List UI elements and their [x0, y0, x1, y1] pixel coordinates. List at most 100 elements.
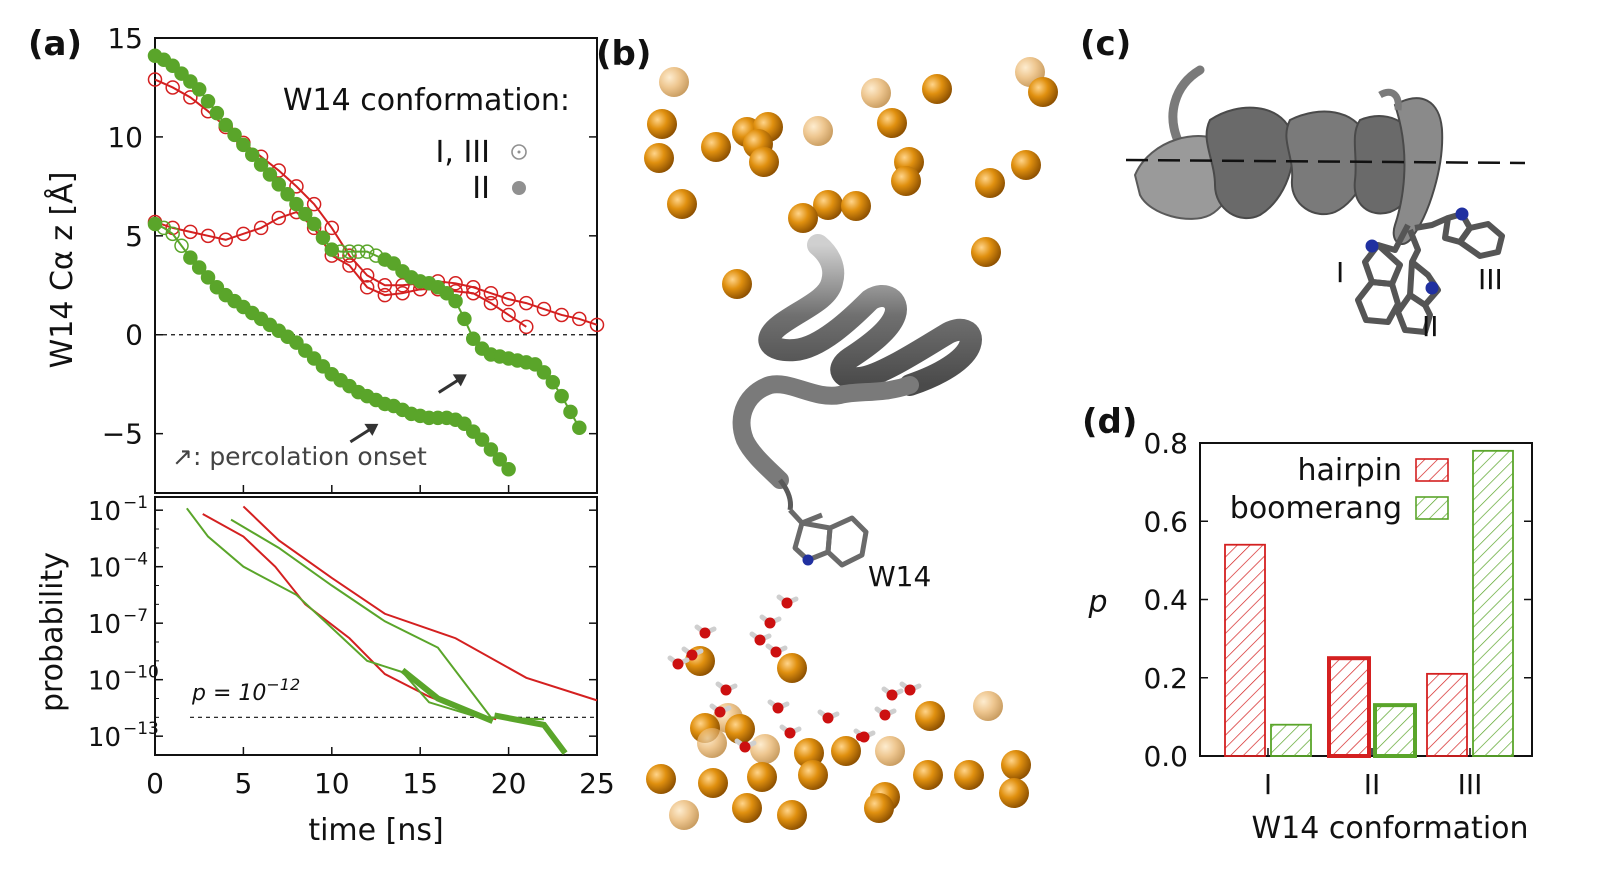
data-point-red-2	[200, 228, 216, 244]
panel-a-ylabel: W14 Cα z [Å]	[44, 172, 80, 369]
data-point-red-2	[519, 319, 534, 335]
data-point-green-2	[147, 216, 163, 232]
data-point-green-1	[191, 82, 207, 97]
bar-boomerang-III	[1472, 449, 1514, 757]
data-point-red-2	[359, 280, 375, 295]
panel-a-bottom-ylabel: probability	[35, 552, 70, 712]
data-point-red-2	[483, 295, 499, 311]
water-oxygen	[822, 712, 834, 724]
data-point-green-1	[280, 187, 295, 202]
ytick-exponent: −10	[123, 663, 159, 683]
data-point-red-1	[324, 220, 340, 236]
data-point-green-1	[298, 206, 313, 222]
data-point-green-2	[298, 343, 313, 358]
water-oxygen	[754, 634, 766, 646]
data-point-red-2	[218, 232, 233, 248]
ion-sphere	[1001, 750, 1031, 780]
ytick-label: 15	[107, 22, 143, 55]
ion-sphere	[659, 67, 689, 97]
ytick-label: 10	[88, 610, 121, 640]
data-point-green-2	[174, 238, 189, 253]
data-point-green-2	[165, 226, 180, 242]
water-molecules	[667, 594, 922, 753]
membrane-axis-line	[1125, 158, 1526, 165]
ion-sphere	[697, 728, 727, 758]
data-point-red-1	[448, 276, 463, 291]
legend-boomerang-swatch	[1415, 496, 1449, 520]
ion-sphere	[701, 132, 731, 162]
xtick-label: 25	[579, 767, 615, 800]
ytick-label: 0	[125, 319, 143, 352]
legend-open-label: I, III	[436, 135, 490, 170]
panel-d-axes: 0.00.20.40.60.8I II III	[1143, 427, 1532, 801]
data-point-green-1	[536, 365, 552, 380]
ytick-exponent: −4	[123, 550, 148, 570]
data-point-green-1	[448, 293, 463, 309]
data-point-green-1	[262, 167, 278, 182]
bar-hairpin-I	[1224, 543, 1266, 757]
data-point-green-1	[165, 58, 180, 73]
xtick-label: 0	[146, 767, 164, 800]
ion-sphere	[646, 764, 676, 794]
ion-sphere	[749, 147, 779, 177]
nitrogen-atom-I	[1365, 239, 1379, 253]
ion-sphere	[725, 714, 755, 744]
data-point-red-1	[519, 295, 534, 311]
legend-open-marker-dot	[517, 150, 521, 154]
sidechain-I	[1355, 223, 1411, 325]
panel-d-bars	[1224, 449, 1514, 759]
legend-title: W14 conformation:	[283, 83, 570, 118]
ion-sphere	[891, 166, 921, 196]
bar-hairpin-II	[1327, 656, 1371, 758]
w14-label: W14	[868, 560, 931, 593]
ytick-exponent: −1	[123, 493, 148, 513]
panel-d-xlabel: W14 conformation	[1251, 811, 1528, 846]
water-oxygen	[686, 649, 698, 661]
panel-a-top-axes: −5 0 5 10 15	[102, 22, 598, 493]
water-oxygen	[904, 684, 916, 696]
panel-b-molecular-scene: W14	[644, 57, 1058, 830]
data-point-green-1	[572, 420, 587, 435]
data-point-green-2	[474, 432, 490, 447]
ion-sphere	[647, 109, 677, 139]
data-point-red-1	[589, 317, 605, 333]
data-point-green-1	[218, 117, 233, 133]
panel-label-a: (a)	[28, 24, 83, 64]
data-point-red-2	[183, 224, 198, 240]
legend-filled-marker	[512, 181, 526, 195]
ion-sphere	[777, 653, 807, 683]
series-line-red-2	[154, 210, 527, 328]
water-oxygen	[879, 709, 891, 721]
data-point-green-1	[227, 127, 242, 143]
ion-sphere	[788, 203, 818, 233]
conf-label-III: III	[1478, 263, 1503, 296]
sidechain-III	[1414, 207, 1505, 259]
xtick-label: II	[1364, 768, 1381, 801]
water-oxygen	[772, 702, 784, 714]
data-point-red-2	[236, 226, 251, 242]
data-point-red-1	[554, 307, 569, 323]
data-point-red-1	[377, 278, 393, 293]
ion-sphere	[644, 143, 674, 173]
data-point-green-2	[209, 280, 225, 295]
ion-spheres	[644, 57, 1058, 830]
ytick-exponent: −13	[123, 719, 159, 739]
xtick-label: I	[1264, 768, 1272, 801]
legend-hairpin-swatch	[1415, 458, 1449, 482]
xtick-label: 15	[402, 767, 438, 800]
data-point-red-2	[395, 285, 410, 301]
w14-sidechain	[788, 508, 869, 568]
ion-sphere	[803, 116, 833, 146]
nitrogen-atom-III	[1455, 207, 1469, 221]
panel-c-helix-orientation: I II III	[1125, 65, 1526, 343]
ion-sphere	[777, 800, 807, 830]
prob-line-red-1	[242, 505, 598, 702]
data-point-green-1	[306, 216, 322, 232]
data-point-green-1	[315, 230, 331, 246]
data-point-green-1	[439, 285, 454, 301]
data-point-green-1	[333, 244, 348, 259]
bar-boomerang-II	[1373, 703, 1417, 759]
ytick-label: 10	[88, 667, 121, 697]
